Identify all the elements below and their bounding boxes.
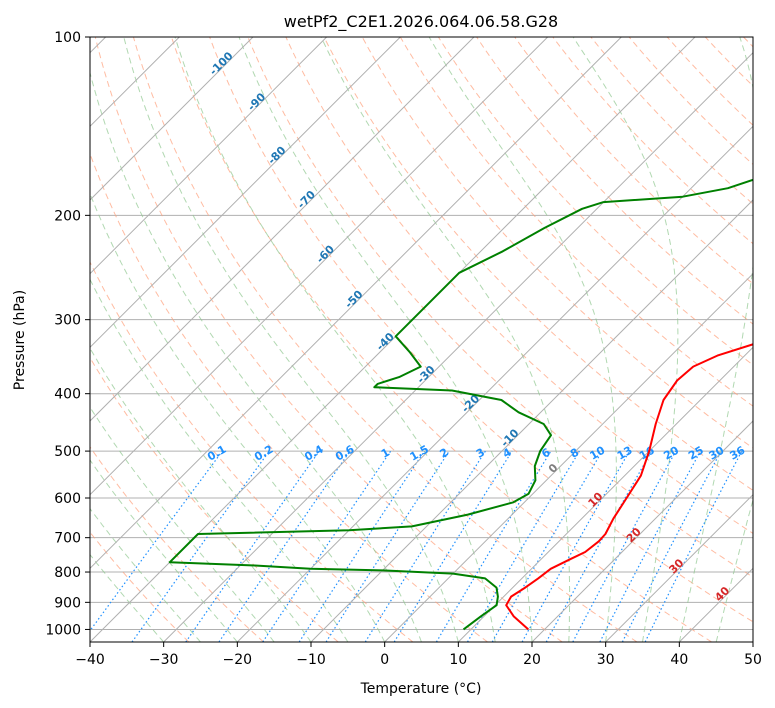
- plot-frame: [89, 36, 754, 643]
- dry-adiabat-line: [247, 37, 753, 578]
- dry-adiabat-layer: [90, 37, 753, 642]
- x-tick-label: −40: [75, 652, 105, 668]
- y-tick-label: 600: [54, 491, 81, 507]
- moist-adiabat-line: [90, 507, 201, 642]
- dry-adiabat-line: [171, 37, 712, 642]
- dry-adiabat-line: [90, 446, 264, 642]
- y-tick-label: 500: [54, 444, 81, 460]
- isotherm-line: [310, 199, 753, 642]
- isotherm-line: [90, 37, 328, 275]
- chart-title: wetPf2_C2E1.2026.064.06.58.G28: [284, 12, 558, 32]
- moist-adiabat-line: [174, 37, 496, 642]
- mixing-ratio-line: [521, 450, 631, 642]
- moist-adiabat-line: [678, 37, 753, 642]
- x-axis-title: Temperature (°C): [360, 681, 482, 697]
- moist-adiabat-line: [90, 406, 275, 642]
- y-tick-label: 900: [54, 595, 81, 611]
- mixing-ratio-line: [572, 450, 677, 642]
- isotherm-line: [90, 37, 622, 570]
- dry-adiabat-line: [94, 37, 563, 642]
- y-tick-label: 400: [54, 387, 81, 403]
- plot-area: 0.1 0.2 0.4 0.6 1 1.5 2 3 4 6 8 10 13 16 20 25 30 36-100-…: [90, 37, 753, 642]
- moist-adiabat-line: [90, 278, 349, 642]
- dry-adiabat-line: [323, 37, 753, 491]
- moist-adiabat-line: [428, 37, 617, 642]
- isotherm-layer: [90, 37, 753, 642]
- mixing-ratio-line: [393, 450, 513, 642]
- y-tick-label: 200: [54, 208, 81, 224]
- mixing-ratio-line: [262, 450, 392, 642]
- x-tick-label: 30: [597, 652, 615, 668]
- y-tick-label: 1000: [45, 622, 81, 638]
- dry-adiabat-line: [285, 37, 753, 535]
- y-tick-label: 300: [54, 313, 81, 329]
- mixing-ratio-line: [298, 450, 425, 642]
- dry-adiabat-line: [90, 260, 414, 642]
- y-tick-label: 800: [54, 565, 81, 581]
- mixing-ratio-line: [185, 450, 320, 642]
- x-tick-label: 20: [523, 652, 541, 668]
- isotherm-line: [457, 346, 753, 642]
- isotherm-line: [531, 420, 753, 642]
- mixing-ratio-line: [90, 450, 223, 632]
- x-tick-label: 40: [670, 652, 688, 668]
- y-tick-label: 100: [54, 30, 81, 46]
- y-axis-title: Pressure (hPa): [12, 290, 28, 390]
- moist-adiabat-line: [572, 37, 679, 642]
- dry-adiabat-line: [132, 37, 638, 642]
- mixing-ratio-line: [218, 450, 351, 642]
- x-tick-label: 50: [744, 652, 762, 668]
- isotherm-line: [90, 37, 475, 422]
- temperature-profile-line: [505, 343, 753, 631]
- mixing-ratio-line: [644, 450, 743, 642]
- dry-adiabat-line: [209, 37, 753, 623]
- isotherm-line: [90, 37, 401, 349]
- moist-adiabat-line: [238, 37, 533, 642]
- x-tick-label: −30: [149, 652, 179, 668]
- x-axis: −40 −30 −20 −10 0 10 20 30 40 50: [75, 642, 762, 668]
- isotherm-line: [605, 493, 753, 642]
- profile-layer: [168, 178, 753, 631]
- moist-adiabat-line: [90, 553, 165, 642]
- isotherm-line: [384, 272, 753, 642]
- moist-adiabat-line: [123, 37, 459, 642]
- dry-adiabat-line: [476, 37, 753, 325]
- x-tick-label: 0: [380, 652, 389, 668]
- mixing-ratio-line: [325, 450, 450, 642]
- mixing-ratio-line: [545, 450, 653, 642]
- moist-adiabat-line: [715, 497, 753, 642]
- x-tick-label: −20: [223, 652, 253, 668]
- moist-adiabat-line: [90, 70, 422, 642]
- moist-adiabat-line: [90, 459, 238, 642]
- isotherm-line: [90, 37, 254, 201]
- dewpoint-profile-line: [168, 178, 753, 631]
- moist-adiabat-line: [90, 192, 386, 642]
- y-axis: 100 200 300 400 500 600 700 800 900 1000: [45, 30, 90, 638]
- isotherm-line: [163, 51, 753, 642]
- x-tick-label: 10: [449, 652, 467, 668]
- dry-adiabat-line: [514, 37, 753, 285]
- y-tick-label: 700: [54, 531, 81, 547]
- isotherm-line: [90, 37, 549, 496]
- x-tick-label: −10: [296, 652, 326, 668]
- dry-adiabat-line: [90, 356, 339, 642]
- isotherm-line: [236, 125, 753, 642]
- moist-adiabat-line: [320, 37, 571, 642]
